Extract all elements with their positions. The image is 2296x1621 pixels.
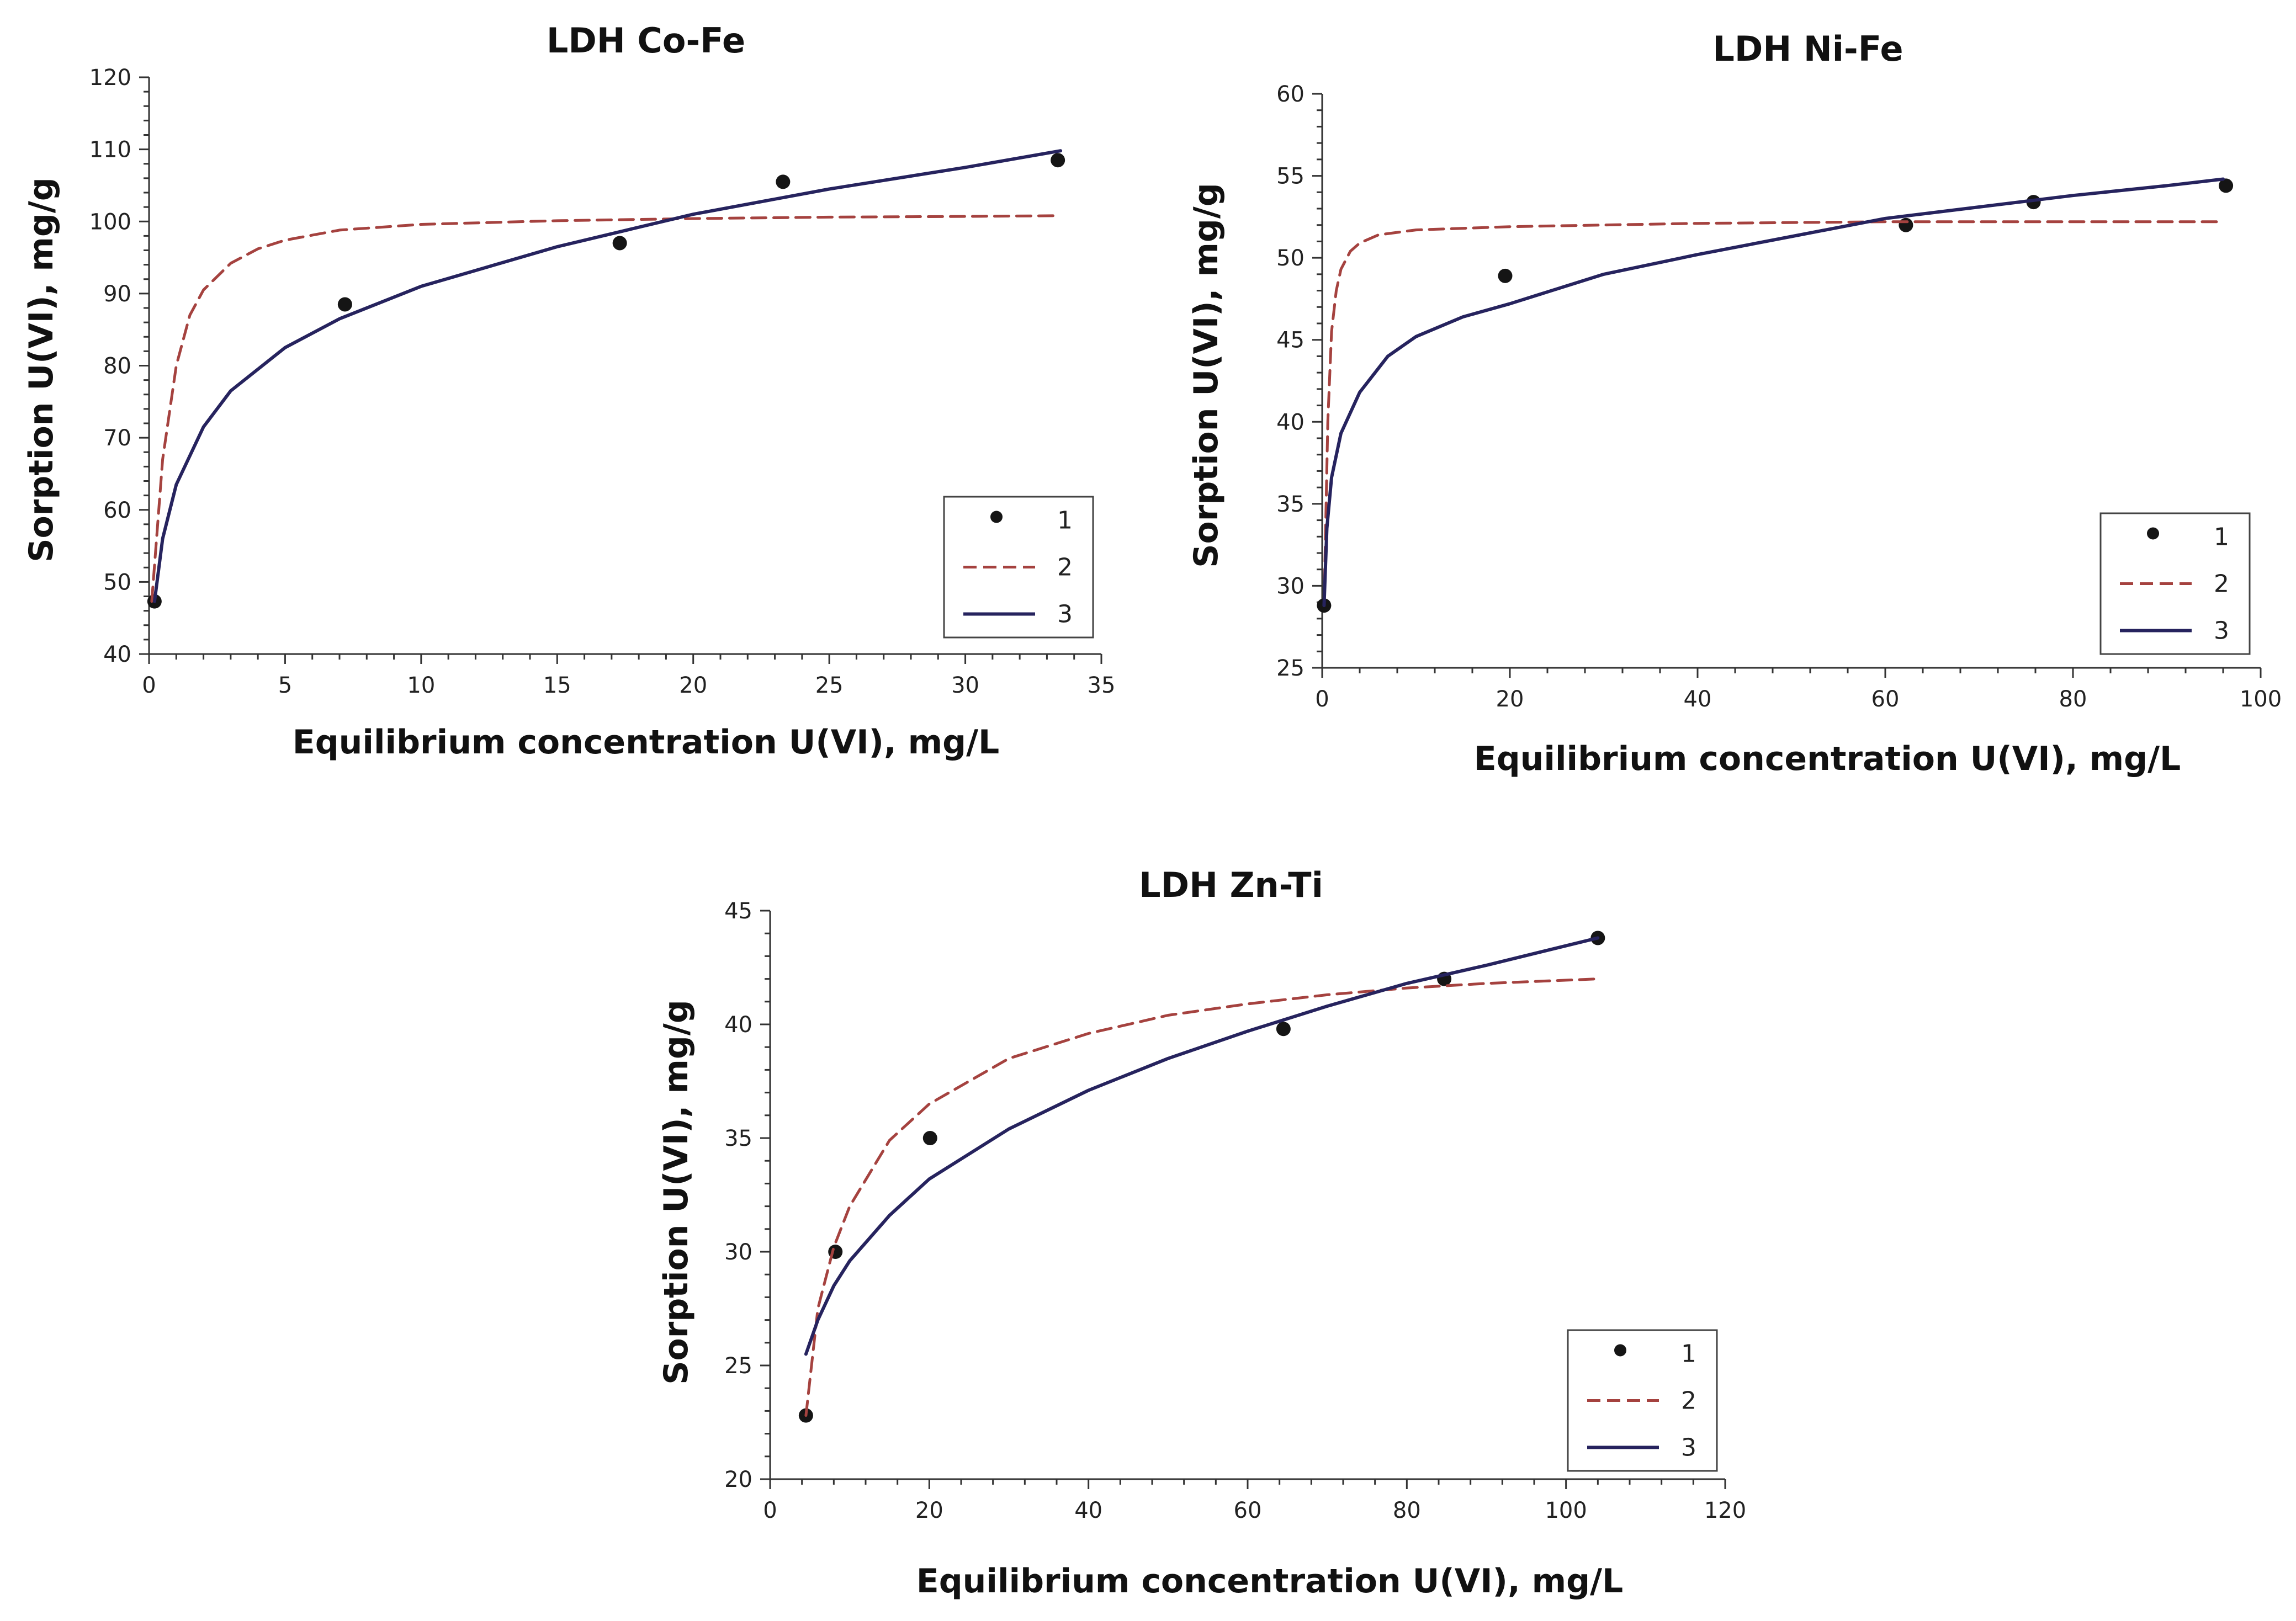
data-point: [1498, 268, 1513, 283]
y-tick-label: 55: [1276, 164, 1305, 189]
y-tick-label: 30: [1276, 573, 1305, 599]
chart-title: LDH Zn-Ti: [1139, 865, 1323, 905]
y-tick-label: 80: [103, 354, 131, 379]
legend: 1 2 3: [2099, 512, 2251, 655]
y-tick-label: 70: [103, 426, 131, 451]
x-tick-label: 60: [1234, 1498, 1262, 1523]
data-point: [612, 236, 627, 251]
x-tick-label: 15: [543, 673, 571, 698]
x-tick-label: 0: [142, 673, 156, 698]
y-tick-label: 60: [1276, 82, 1305, 107]
y-tick-label: 40: [724, 1012, 752, 1038]
legend-marker-point: [1614, 1344, 1626, 1357]
legend-label: 2: [1057, 554, 1073, 582]
y-tick-label: 35: [1276, 492, 1305, 517]
y-tick-label: 45: [724, 899, 752, 924]
x-tick-label: 0: [763, 1498, 777, 1523]
legend-marker-point: [990, 511, 1003, 523]
series-line-2: [150, 214, 1062, 603]
series-line-3: [804, 936, 1600, 1356]
y-tick-label: 60: [103, 498, 131, 523]
data-point: [2219, 178, 2234, 193]
x-tick-label: 100: [1545, 1498, 1587, 1523]
x-tick-label: 20: [915, 1498, 943, 1523]
data-point: [337, 297, 352, 312]
data-point: [1051, 153, 1065, 168]
series: [1317, 177, 2234, 613]
legend: 1 2 3: [1567, 1329, 1718, 1472]
axes: [1321, 94, 2261, 669]
y-tick-label: 90: [103, 281, 131, 307]
y-tick-label: 40: [103, 642, 131, 667]
legend-label: 3: [1681, 1434, 1696, 1462]
panel-ni-fe: LDH Ni-Fe Equilibrium concentration U(VI…: [1187, 29, 2282, 778]
legend-label: 2: [2214, 570, 2229, 598]
legend-label: 3: [2214, 617, 2229, 645]
series-line-3: [1322, 177, 2225, 608]
panel-zn-ti: LDH Zn-Ti Equilibrium concentration U(VI…: [657, 865, 1746, 1601]
x-tick-label: 80: [2059, 687, 2087, 712]
x-axis-label: Equilibrium concentration U(VI), mg/L: [916, 1562, 1624, 1601]
x-tick-label: 40: [1074, 1498, 1102, 1523]
legend-label: 1: [1057, 507, 1073, 535]
panel-co-fe: LDH Co-Fe Equilibrium concentration U(VI…: [22, 20, 1115, 762]
x-axis-label: Equilibrium concentration U(VI), mg/L: [293, 723, 1000, 762]
x-axis-label: Equilibrium concentration U(VI), mg/L: [1474, 740, 2181, 778]
y-tick-label: 100: [89, 209, 131, 235]
y-tick-label: 25: [1276, 656, 1305, 681]
data-point: [922, 1131, 937, 1145]
x-tick-label: 25: [815, 673, 844, 698]
series-line-2: [1322, 220, 2225, 607]
legend-marker-point: [2147, 527, 2159, 540]
y-tick-label: 35: [724, 1126, 752, 1151]
y-tick-label: 20: [724, 1467, 752, 1492]
data-point: [1276, 1022, 1291, 1037]
x-tick-label: 20: [679, 673, 707, 698]
series-line-3: [152, 149, 1063, 603]
legend-label: 1: [1681, 1340, 1696, 1368]
series: [798, 931, 1605, 1423]
y-tick-label: 110: [89, 137, 131, 163]
y-tick-label: 40: [1276, 410, 1305, 435]
x-tick-label: 80: [1393, 1498, 1421, 1523]
y-tick-label: 120: [89, 65, 131, 91]
y-tick-label: 25: [724, 1353, 752, 1379]
legend-label: 3: [1057, 600, 1073, 629]
x-tick-label: 0: [1315, 687, 1329, 712]
ticks: 0 20 40 60 80 100 120 20 25 30 35 40 45: [724, 899, 1746, 1523]
y-tick-label: 50: [1276, 246, 1305, 271]
data-point: [776, 174, 791, 189]
series-line-2: [804, 977, 1599, 1417]
y-tick-label: 50: [103, 570, 131, 595]
legend-label: 1: [2214, 523, 2229, 551]
data-point: [1899, 217, 1913, 232]
x-tick-label: 10: [407, 673, 435, 698]
chart-title: LDH Co-Fe: [547, 20, 745, 61]
ticks: 0 5 10 15 20 25 30 35 40 50 60 70 80 90 100 110 120: [89, 65, 1116, 698]
x-tick-label: 120: [1704, 1498, 1746, 1523]
y-axis-label: Sorption U(VI), mg/g: [1187, 183, 1226, 567]
y-axis-label: Sorption U(VI), mg/g: [22, 177, 61, 562]
chart-title: LDH Ni-Fe: [1712, 29, 1903, 69]
legend-label: 2: [1681, 1387, 1696, 1415]
legend: 1 2 3: [943, 496, 1094, 639]
x-tick-label: 5: [278, 673, 292, 698]
y-axis-label: Sorption U(VI), mg/g: [657, 1000, 696, 1384]
ticks: 0 20 40 60 80 100 25 30 35 40 45 50 55 60: [1276, 82, 2282, 712]
x-tick-label: 60: [1871, 687, 1900, 712]
y-tick-label: 45: [1276, 328, 1305, 353]
x-tick-label: 35: [1088, 673, 1116, 698]
x-tick-label: 30: [951, 673, 979, 698]
y-tick-label: 30: [724, 1240, 752, 1265]
x-tick-label: 20: [1496, 687, 1524, 712]
x-tick-label: 100: [2240, 687, 2282, 712]
x-tick-label: 40: [1684, 687, 1712, 712]
series: [147, 149, 1065, 609]
